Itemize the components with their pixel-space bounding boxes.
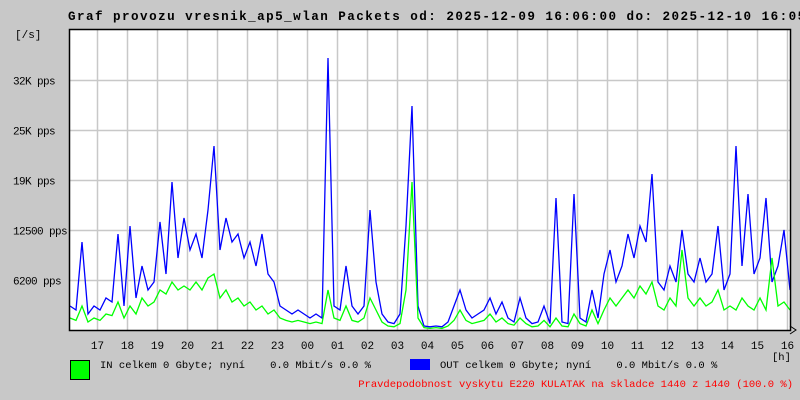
x-tick-label: 23: [271, 341, 284, 353]
x-axis-arrow-icon: [789, 325, 797, 335]
x-tick-label: 13: [691, 341, 704, 353]
x-tick-label: 10: [601, 341, 614, 353]
x-tick-label: 19: [151, 341, 164, 353]
x-tick-label: 09: [571, 341, 584, 353]
legend-out-text: OUT celkem 0 Gbyte; nyní 0.0 Mbit/s 0.0 …: [440, 360, 718, 372]
legend-in-text: IN celkem 0 Gbyte; nyní 0.0 Mbit/s 0.0 %: [100, 360, 371, 372]
legend-in-swatch: [70, 360, 90, 380]
y-tick-label: 12500 pps: [13, 227, 67, 239]
series-line-in: [69, 181, 791, 330]
x-tick-label: 21: [211, 341, 225, 353]
y-axis-unit: [/s]: [15, 30, 42, 42]
y-tick-label: 6200 pps: [13, 277, 61, 289]
x-tick-label: 20: [181, 341, 194, 353]
x-tick-label: 12: [661, 341, 674, 353]
x-tick-label: 05: [451, 341, 464, 353]
x-tick-label: 15: [751, 341, 764, 353]
x-tick-label: 06: [481, 341, 494, 353]
x-tick-label: 02: [361, 341, 374, 353]
x-tick-label: 03: [391, 341, 404, 353]
legend-out-swatch: [410, 359, 430, 370]
y-tick-label: 19K pps: [13, 177, 55, 189]
chart-title: Graf provozu vresnik_ap5_wlan Packets od…: [68, 10, 800, 24]
series-line-out: [69, 57, 791, 328]
y-tick-label: 32K pps: [13, 77, 55, 89]
x-tick-label: 16: [781, 341, 794, 353]
x-tick-label: 04: [421, 341, 435, 353]
x-tick-label: 17: [91, 341, 104, 353]
x-tick-label: 22: [241, 341, 254, 353]
x-tick-label: 07: [511, 341, 524, 353]
y-tick-label: 25K pps: [13, 127, 55, 139]
x-tick-label: 14: [721, 341, 735, 353]
x-tick-label: 00: [301, 341, 314, 353]
x-axis-unit: [h]: [772, 352, 791, 364]
x-tick-label: 01: [331, 341, 345, 353]
x-tick-label: 08: [541, 341, 554, 353]
x-tick-label: 18: [121, 341, 134, 353]
x-tick-label: 11: [631, 341, 645, 353]
plot-frame: [68, 28, 792, 332]
probability-note: Pravdepodobnost vyskytu E220 KULATAK na …: [358, 379, 793, 391]
